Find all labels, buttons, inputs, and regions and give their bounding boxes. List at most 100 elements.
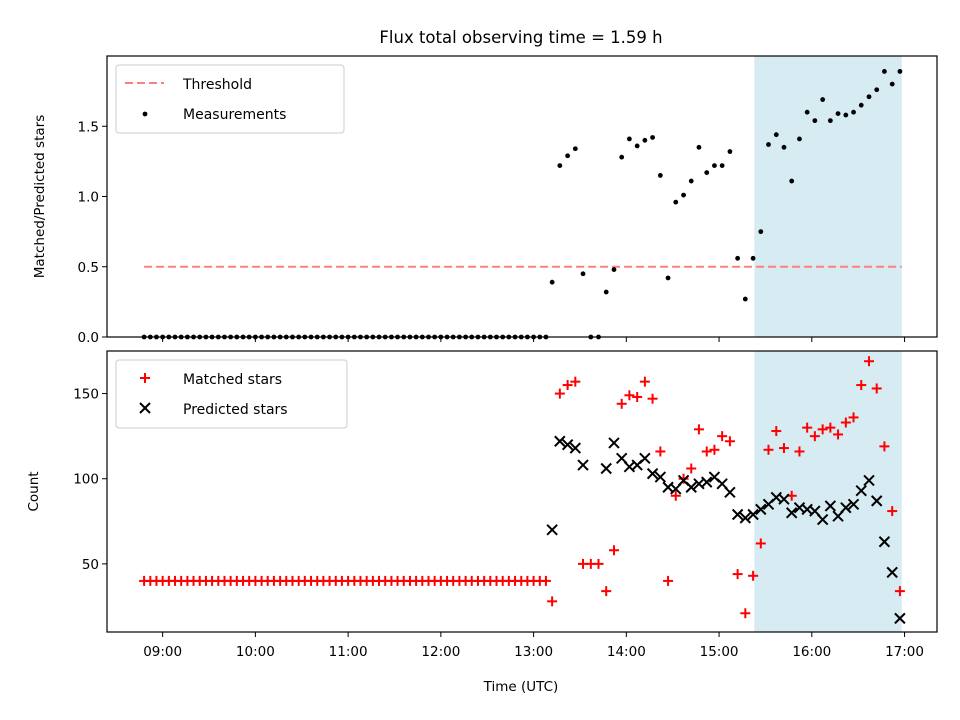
legend-label: Predicted stars [183, 402, 288, 418]
data-point [879, 441, 890, 452]
data-point [773, 132, 779, 138]
x-b [646, 467, 659, 480]
data-point [755, 538, 766, 549]
data-point [634, 143, 640, 149]
series-matched-stars [139, 356, 905, 619]
x-b [785, 507, 798, 519]
x-b [701, 476, 713, 488]
y-tick-label: 50 [82, 557, 99, 573]
data-point [673, 199, 679, 205]
y-tick-label: 0.0 [78, 330, 99, 346]
data-point [866, 94, 872, 100]
data-point [878, 536, 891, 548]
data-point [820, 97, 826, 102]
x-b [809, 505, 821, 517]
data-point [750, 255, 756, 261]
data-point [626, 136, 632, 142]
legend-label: Measurements [183, 107, 286, 123]
y-tick-label: 150 [73, 387, 99, 403]
x-b [639, 452, 651, 464]
x-b [816, 513, 829, 526]
x-b [654, 471, 667, 483]
data-point [569, 442, 582, 454]
x-b [546, 524, 558, 536]
data-point [619, 154, 625, 160]
highlight-span [754, 351, 902, 632]
x-tick-label: 11:00 [329, 644, 368, 660]
data-point [797, 136, 802, 142]
data-point [663, 575, 674, 586]
data-point [696, 144, 702, 150]
data-point [835, 111, 841, 117]
data-point [732, 569, 743, 580]
x-b [554, 435, 566, 447]
data-point [565, 153, 571, 159]
legend-box [115, 64, 345, 134]
data-point [727, 149, 733, 154]
x-b [623, 461, 636, 473]
data-point [748, 570, 759, 581]
data-point [824, 500, 837, 512]
data-point [817, 424, 828, 435]
data-point [704, 170, 710, 176]
axes-frame [106, 350, 938, 633]
y-tick-label: 0.5 [78, 260, 99, 276]
data-point [701, 446, 712, 457]
data-point [665, 275, 671, 281]
data-point [809, 431, 820, 442]
data-point [781, 144, 787, 150]
data-point [632, 391, 643, 402]
data-point [624, 390, 635, 401]
x-tick-label: 12:00 [421, 644, 460, 660]
data-point [894, 586, 905, 597]
x-b [615, 452, 628, 464]
data-point [616, 398, 627, 409]
data-point [887, 506, 898, 517]
x-b [894, 612, 906, 625]
data-point [812, 118, 818, 124]
data-point [580, 271, 586, 277]
legend-measurements-swatch [142, 111, 148, 117]
y-tick-label: 1.5 [78, 119, 99, 135]
data-point [742, 296, 748, 302]
data-point [871, 495, 883, 507]
data-point [855, 484, 867, 497]
x-b [716, 478, 728, 490]
x-tick-label: 09:00 [143, 644, 182, 660]
data-point [897, 69, 903, 74]
top-panel: 0.0 0.5 1.0 1.5 Matched/Predicted stars Thres… [32, 55, 938, 346]
data-point [686, 463, 697, 474]
legend-predicted-swatch-b [139, 402, 151, 414]
x-b [561, 438, 574, 451]
x-b [840, 501, 852, 514]
data-point [688, 178, 694, 184]
data-point [747, 508, 759, 521]
data-point [709, 444, 720, 455]
data-point [735, 255, 741, 261]
data-point [670, 490, 681, 501]
data-point [763, 444, 774, 455]
data-point [639, 452, 651, 464]
x-b [677, 474, 690, 487]
data-point [603, 289, 609, 295]
data-point [766, 142, 771, 147]
x-b [886, 566, 898, 579]
data-point [654, 471, 667, 483]
x-b [755, 503, 767, 516]
data-point [647, 393, 658, 404]
data-point [785, 507, 798, 519]
x-tick-label: 15:00 [700, 644, 739, 660]
legend-label: Matched stars [183, 372, 282, 388]
y-axis-label: Matched/Predicted stars [32, 115, 48, 278]
data-point [608, 545, 619, 556]
data-point [570, 376, 581, 387]
data-point [731, 508, 744, 521]
data-point [740, 608, 751, 619]
data-point [739, 512, 752, 524]
data-point [693, 424, 704, 435]
data-point [771, 426, 782, 437]
data-point [804, 109, 810, 115]
x-b [871, 495, 883, 507]
data-point [719, 163, 725, 168]
data-point [827, 118, 833, 124]
